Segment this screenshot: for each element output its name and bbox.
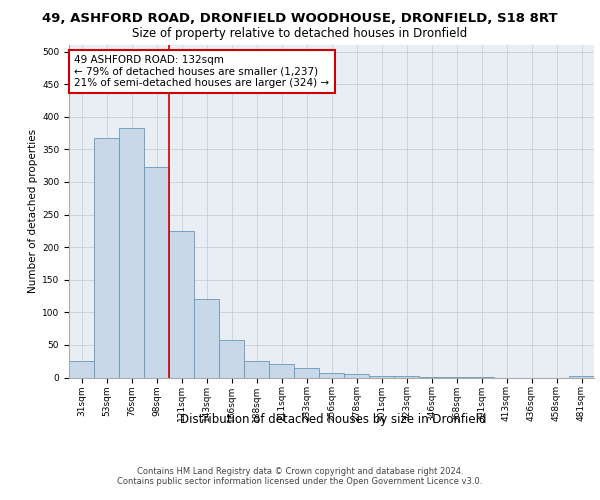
Text: 49, ASHFORD ROAD, DRONFIELD WOODHOUSE, DRONFIELD, S18 8RT: 49, ASHFORD ROAD, DRONFIELD WOODHOUSE, D… (42, 12, 558, 26)
Bar (169, 231, 194, 378)
Bar (119, 128, 144, 378)
Bar (69, 361, 94, 378)
Bar (419, 377, 444, 378)
Bar (269, 364, 294, 378)
Bar (219, 340, 244, 378)
Bar (319, 373, 344, 378)
Bar (394, 376, 419, 378)
Text: Distribution of detached houses by size in Dronfield: Distribution of detached houses by size … (180, 412, 486, 426)
Text: Size of property relative to detached houses in Dronfield: Size of property relative to detached ho… (133, 28, 467, 40)
Text: Contains public sector information licensed under the Open Government Licence v3: Contains public sector information licen… (118, 477, 482, 486)
Bar (144, 167, 169, 378)
Text: Contains HM Land Registry data © Crown copyright and database right 2024.: Contains HM Land Registry data © Crown c… (137, 467, 463, 476)
Bar (294, 368, 319, 378)
Y-axis label: Number of detached properties: Number of detached properties (28, 129, 38, 294)
Bar (94, 138, 119, 378)
Bar (444, 377, 469, 378)
Bar (569, 376, 594, 378)
Bar (344, 374, 369, 378)
Bar (194, 300, 219, 378)
Bar (469, 377, 494, 378)
Text: 49 ASHFORD ROAD: 132sqm
← 79% of detached houses are smaller (1,237)
21% of semi: 49 ASHFORD ROAD: 132sqm ← 79% of detache… (74, 55, 329, 88)
Bar (369, 376, 394, 378)
Bar (244, 361, 269, 378)
